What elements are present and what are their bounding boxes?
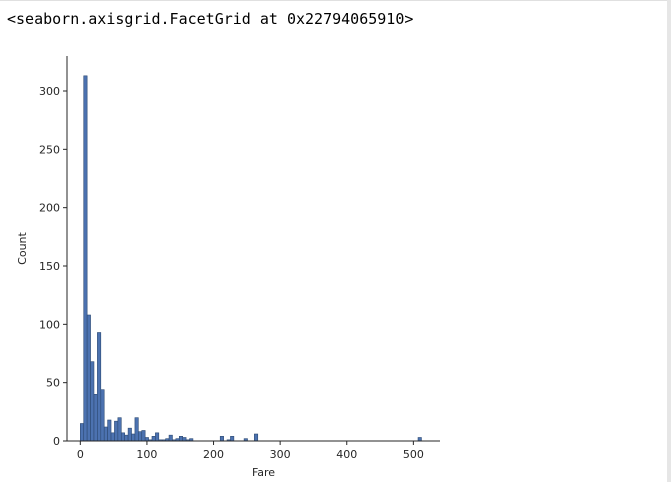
x-tick-label: 100 [136, 448, 157, 461]
output-repr-text: <seaborn.axisgrid.FacetGrid at 0x2279406… [7, 10, 414, 28]
histogram-bar [107, 419, 112, 442]
x-tick-label: 500 [403, 448, 424, 461]
histogram-bar [124, 434, 129, 442]
x-ticks: 0 100 200 300 400 500 [77, 441, 424, 461]
histogram-bar [151, 436, 156, 442]
x-tick-label: 400 [336, 448, 357, 461]
histogram-bar [127, 427, 132, 442]
histogram-bar [219, 436, 224, 442]
x-tick-label: 200 [203, 448, 224, 461]
histogram-bar [178, 436, 183, 442]
histogram-bar [417, 437, 422, 442]
y-tick-label: 0 [53, 435, 60, 448]
y-tick-label: 50 [46, 377, 60, 390]
histogram-bar [182, 437, 187, 442]
histogram-bar [131, 433, 136, 442]
x-tick-label: 300 [270, 448, 291, 461]
y-tick-label: 300 [39, 85, 60, 98]
histogram-bar [230, 436, 235, 442]
histogram-bar [83, 75, 88, 442]
histogram-bar [93, 394, 98, 442]
histogram-bar [86, 314, 91, 442]
histogram-bar [100, 389, 105, 442]
histogram-bar [114, 420, 119, 442]
y-axis-label: Count [16, 231, 29, 264]
y-tick-label: 100 [39, 318, 60, 331]
histogram-bar [97, 332, 102, 442]
histogram-bar [134, 417, 139, 442]
histogram-bar [80, 423, 85, 442]
histogram-bar [155, 432, 160, 442]
histogram-bar [90, 361, 95, 442]
histogram-bar [117, 417, 122, 442]
axes: 0 100 200 300 400 500 0 50 100 150 200 250 300 [39, 56, 440, 461]
y-tick-label: 250 [39, 143, 60, 156]
x-axis-label: Fare [252, 466, 275, 479]
x-tick-label: 0 [77, 448, 84, 461]
y-tick-label: 200 [39, 202, 60, 215]
top-divider [0, 0, 671, 1]
histogram-bar [168, 434, 173, 442]
histogram-bar [144, 437, 149, 442]
histogram-bar [110, 432, 115, 442]
histogram-bar [138, 431, 143, 442]
histogram-bar [120, 432, 125, 442]
y-ticks: 0 50 100 150 200 250 300 [39, 85, 67, 448]
histogram-bar [141, 430, 146, 442]
scrollbar-track[interactable] [667, 0, 671, 482]
histogram-bar [254, 433, 259, 442]
histogram-bars [80, 75, 422, 442]
histogram-bar [103, 426, 108, 442]
y-tick-label: 150 [39, 260, 60, 273]
